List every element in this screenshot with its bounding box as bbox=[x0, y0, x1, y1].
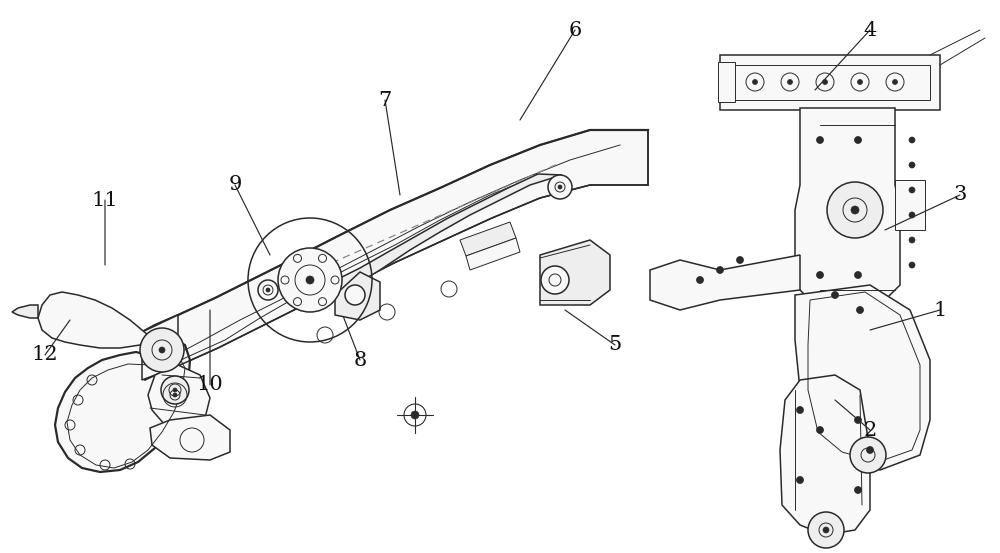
Polygon shape bbox=[795, 108, 900, 310]
Circle shape bbox=[858, 80, 862, 85]
Polygon shape bbox=[150, 415, 230, 460]
Circle shape bbox=[278, 248, 342, 312]
Text: 7: 7 bbox=[378, 91, 392, 109]
Circle shape bbox=[161, 376, 189, 404]
Polygon shape bbox=[325, 174, 562, 300]
Circle shape bbox=[173, 388, 177, 392]
Polygon shape bbox=[718, 62, 735, 102]
Circle shape bbox=[306, 276, 314, 284]
Text: 1: 1 bbox=[933, 300, 947, 320]
Polygon shape bbox=[142, 130, 648, 380]
Circle shape bbox=[851, 206, 859, 214]
Polygon shape bbox=[55, 340, 190, 472]
Text: 4: 4 bbox=[863, 20, 877, 39]
Circle shape bbox=[816, 137, 824, 143]
Circle shape bbox=[258, 280, 278, 300]
Circle shape bbox=[909, 237, 915, 243]
Circle shape bbox=[411, 411, 419, 419]
Circle shape bbox=[140, 328, 184, 372]
Polygon shape bbox=[780, 375, 870, 535]
Circle shape bbox=[266, 288, 270, 292]
Circle shape bbox=[909, 262, 915, 268]
Circle shape bbox=[159, 347, 165, 353]
Circle shape bbox=[345, 285, 365, 305]
Text: 12: 12 bbox=[32, 346, 58, 364]
Text: 8: 8 bbox=[353, 351, 367, 369]
Circle shape bbox=[823, 527, 829, 533]
Circle shape bbox=[832, 291, 838, 299]
Circle shape bbox=[909, 187, 915, 193]
Circle shape bbox=[893, 80, 898, 85]
Circle shape bbox=[854, 416, 862, 424]
Text: 2: 2 bbox=[863, 420, 877, 440]
Circle shape bbox=[909, 162, 915, 168]
Polygon shape bbox=[335, 272, 380, 320]
Circle shape bbox=[796, 406, 804, 414]
Circle shape bbox=[816, 272, 824, 279]
Circle shape bbox=[909, 137, 915, 143]
Circle shape bbox=[854, 487, 862, 493]
Polygon shape bbox=[12, 305, 38, 318]
Polygon shape bbox=[460, 222, 516, 256]
Text: 6: 6 bbox=[568, 20, 582, 39]
Text: 5: 5 bbox=[608, 336, 622, 354]
Circle shape bbox=[909, 212, 915, 218]
Polygon shape bbox=[38, 292, 148, 348]
Text: 10: 10 bbox=[197, 375, 223, 394]
Circle shape bbox=[716, 267, 724, 274]
Circle shape bbox=[856, 306, 864, 314]
Circle shape bbox=[753, 80, 758, 85]
Circle shape bbox=[696, 276, 704, 284]
Circle shape bbox=[854, 272, 862, 279]
Circle shape bbox=[808, 512, 844, 548]
Circle shape bbox=[816, 426, 824, 434]
Circle shape bbox=[173, 393, 177, 397]
Polygon shape bbox=[895, 180, 925, 230]
Circle shape bbox=[854, 137, 862, 143]
Polygon shape bbox=[650, 255, 800, 310]
Circle shape bbox=[850, 437, 886, 473]
Text: 9: 9 bbox=[228, 175, 242, 195]
Polygon shape bbox=[466, 238, 520, 270]
Circle shape bbox=[736, 257, 744, 263]
Polygon shape bbox=[142, 315, 178, 380]
Circle shape bbox=[866, 446, 874, 453]
Text: 11: 11 bbox=[92, 190, 118, 210]
Polygon shape bbox=[540, 240, 610, 305]
Circle shape bbox=[796, 477, 804, 483]
Circle shape bbox=[822, 80, 828, 85]
Circle shape bbox=[788, 80, 792, 85]
Circle shape bbox=[558, 185, 562, 189]
Polygon shape bbox=[148, 365, 210, 428]
Circle shape bbox=[827, 182, 883, 238]
Circle shape bbox=[548, 175, 572, 199]
Circle shape bbox=[541, 266, 569, 294]
Polygon shape bbox=[795, 285, 930, 470]
Polygon shape bbox=[720, 55, 940, 110]
Text: 3: 3 bbox=[953, 185, 967, 205]
